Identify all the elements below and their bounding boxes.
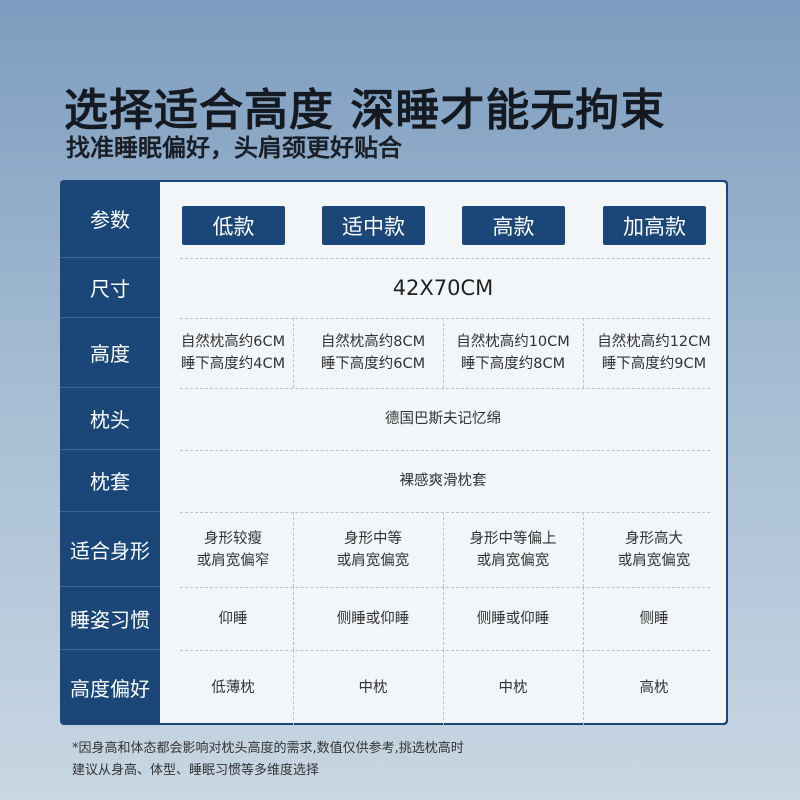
column-divider	[583, 650, 584, 725]
table-cell: 自然枕高约6CM 睡下高度约4CM	[180, 334, 286, 372]
row-divider	[180, 388, 710, 389]
table-cell: 42X70CM	[392, 276, 494, 300]
column-divider	[583, 512, 584, 587]
column-divider	[583, 318, 584, 388]
row-label: 尺寸	[60, 258, 160, 318]
row-divider	[180, 512, 710, 513]
row-label: 睡姿习惯	[60, 587, 160, 650]
column-divider	[293, 650, 294, 725]
row-divider	[180, 450, 710, 451]
row-label: 枕头	[60, 388, 160, 450]
column-divider	[443, 318, 444, 388]
row-label: 高度	[60, 318, 160, 388]
page-title: 选择适合高度 深睡才能无拘束	[64, 85, 666, 136]
footnote-line-1: *因身高和体态都会影响对枕头高度的需求,数值仅供参考,挑选枕高时	[72, 741, 464, 756]
table-cell: 身形中等 或肩宽偏宽	[336, 530, 410, 569]
model-button-0[interactable]: 低款	[182, 206, 285, 245]
column-divider	[443, 587, 444, 650]
model-button-1[interactable]: 适中款	[322, 206, 425, 245]
table-cell: 德国巴斯夫记忆绵	[385, 411, 501, 427]
table-cell: 侧睡	[639, 610, 669, 627]
row-label: 适合身形	[60, 512, 160, 587]
table-cell: 仰睡	[218, 610, 248, 627]
table-cell: 自然枕高约12CM 睡下高度约9CM	[597, 334, 711, 372]
column-divider	[293, 318, 294, 388]
column-divider	[293, 587, 294, 650]
table-cell: 裸感爽滑枕套	[399, 473, 487, 489]
row-divider	[180, 587, 710, 588]
row-divider	[180, 318, 710, 319]
column-divider	[293, 512, 294, 587]
table-cell: 身形高大 或肩宽偏宽	[617, 530, 691, 569]
page-subtitle: 找准睡眠偏好，头肩颈更好贴合	[66, 134, 402, 162]
table-cell: 自然枕高约10CM 睡下高度约8CM	[456, 334, 570, 372]
model-button-2[interactable]: 高款	[462, 206, 565, 245]
column-divider	[443, 512, 444, 587]
table-cell: 侧睡或仰睡	[336, 610, 410, 627]
table-cell: 中枕	[358, 679, 388, 696]
table-panel: 低款 适中款 高款 加高款 42X70CM 自然枕高约6CM 睡下高度约4CM 自然枕高约8…	[160, 182, 726, 725]
row-label: 枕套	[60, 450, 160, 512]
footnote-line-2: 建议从身高、体型、睡眠习惯等多维度选择	[72, 763, 320, 778]
column-divider	[443, 650, 444, 725]
column-divider	[583, 587, 584, 650]
footnote: *因身高和体态都会影响对枕头高度的需求,数值仅供参考,挑选枕高时 建议从身高、体…	[72, 738, 464, 782]
table-cell: 身形中等偏上 或肩宽偏宽	[469, 530, 557, 569]
table-cell: 身形较瘦 或肩宽偏窄	[196, 530, 270, 569]
comparison-table: 低款 适中款 高款 加高款 42X70CM 自然枕高约6CM 睡下高度约4CM 自然枕高约8…	[60, 180, 728, 725]
model-button-3[interactable]: 加高款	[603, 206, 706, 245]
table-cell: 低薄枕	[211, 679, 255, 696]
row-label-params: 参数	[60, 180, 160, 258]
table-cell: 侧睡或仰睡	[476, 610, 550, 627]
row-divider	[180, 258, 710, 259]
table-cell: 中枕	[498, 679, 528, 696]
row-divider	[180, 650, 710, 651]
row-label: 高度偏好	[70, 677, 150, 701]
table-cell: 自然枕高约8CM 睡下高度约6CM	[320, 334, 426, 372]
table-cell: 高枕	[639, 679, 669, 696]
